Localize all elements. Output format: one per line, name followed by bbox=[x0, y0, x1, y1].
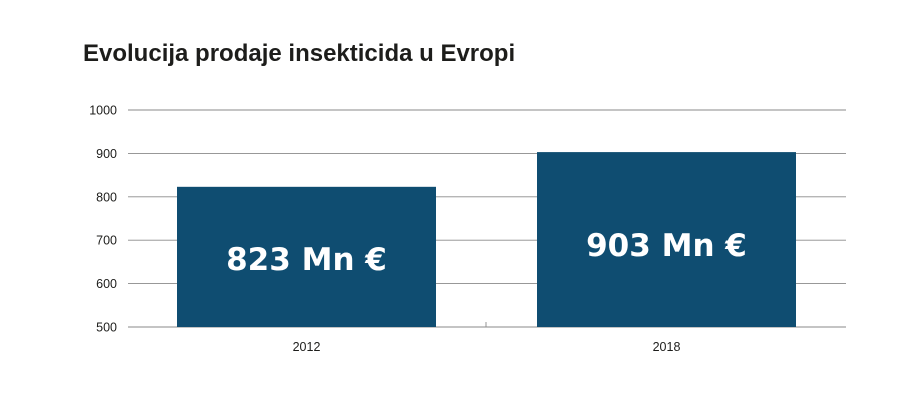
bar-data-label: 903 Mn € bbox=[586, 228, 747, 264]
y-tick-label: 500 bbox=[96, 321, 117, 335]
bar-data-labels: 823 Mn € 903 Mn € bbox=[226, 228, 747, 278]
bar-2018 bbox=[537, 152, 796, 327]
chart-title: Evolucija prodaje insekticida u Evropi bbox=[83, 40, 516, 67]
y-tick-label: 1000 bbox=[89, 104, 117, 118]
x-tick-label: 2012 bbox=[293, 340, 321, 354]
x-tick-label: 2018 bbox=[653, 340, 681, 354]
y-tick-label: 700 bbox=[96, 234, 117, 248]
y-axis-tick-labels: 500 600 700 800 900 1000 bbox=[89, 104, 117, 335]
bar-2012 bbox=[177, 186, 436, 327]
bars bbox=[177, 152, 796, 327]
y-tick-label: 900 bbox=[96, 147, 117, 161]
x-axis-tick-labels: 2012 2018 bbox=[293, 340, 681, 354]
y-tick-label: 800 bbox=[96, 190, 117, 204]
bar-data-label: 823 Mn € bbox=[226, 242, 387, 278]
y-tick-label: 600 bbox=[96, 277, 117, 291]
